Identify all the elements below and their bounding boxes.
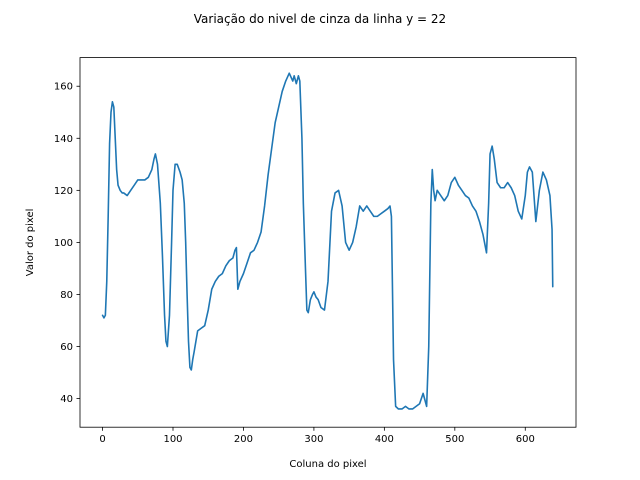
x-tick-label: 0 [99, 434, 105, 445]
y-tick-label: 160 [54, 82, 73, 93]
chart-title: Variação do nivel de cinza da linha y = … [194, 12, 446, 26]
x-tick-label: 100 [163, 434, 182, 445]
y-tick-label: 100 [54, 238, 73, 249]
x-tick-label: 600 [516, 434, 535, 445]
y-tick-label: 140 [54, 134, 73, 145]
y-tick-label: 40 [60, 394, 73, 405]
y-axis: 40 60 80 100 120 140 160 [54, 82, 80, 405]
y-tick-label: 80 [60, 290, 73, 301]
plot-area [101, 72, 554, 410]
y-axis-label: Valor do pixel [25, 209, 36, 277]
x-tick-label: 400 [375, 434, 394, 445]
x-tick-label: 200 [234, 434, 253, 445]
y-tick-label: 120 [54, 186, 73, 197]
x-tick-label: 500 [445, 434, 464, 445]
x-tick-label: 300 [304, 434, 323, 445]
y-tick-label: 60 [60, 342, 73, 353]
series-line [101, 72, 554, 410]
x-axis: 0 100 200 300 400 500 600 [99, 427, 535, 445]
x-axis-label: Coluna do pixel [289, 459, 366, 470]
